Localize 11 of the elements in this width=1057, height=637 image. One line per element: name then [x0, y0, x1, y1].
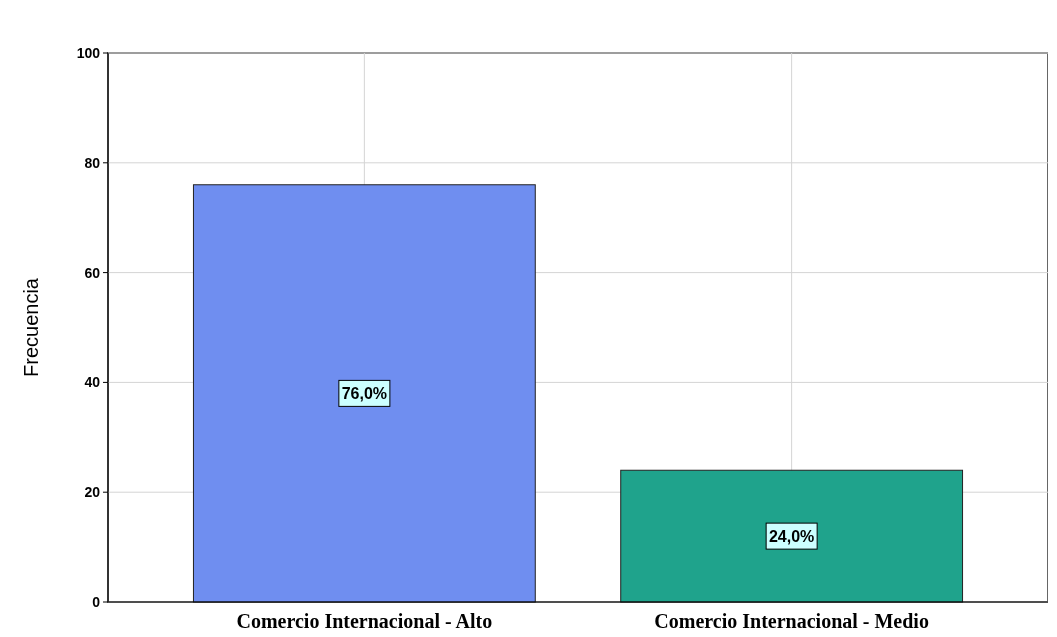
data-label: 24,0% [768, 528, 815, 546]
y-tick-label: 80 [84, 154, 101, 171]
y-tick-label: 60 [84, 264, 101, 281]
y-tick-label: 100 [76, 45, 101, 61]
y-tick-label: 20 [84, 484, 101, 501]
y-tick-label: 40 [84, 374, 101, 391]
y-tick-label: 0 [92, 594, 101, 610]
y-axis-title: Frecuencia [20, 277, 42, 377]
x-tick-label: Comercio Internacional - Medio [654, 610, 929, 632]
x-tick-label: Comercio Internacional - Alto [236, 610, 493, 632]
data-label: 76,0% [341, 385, 388, 403]
